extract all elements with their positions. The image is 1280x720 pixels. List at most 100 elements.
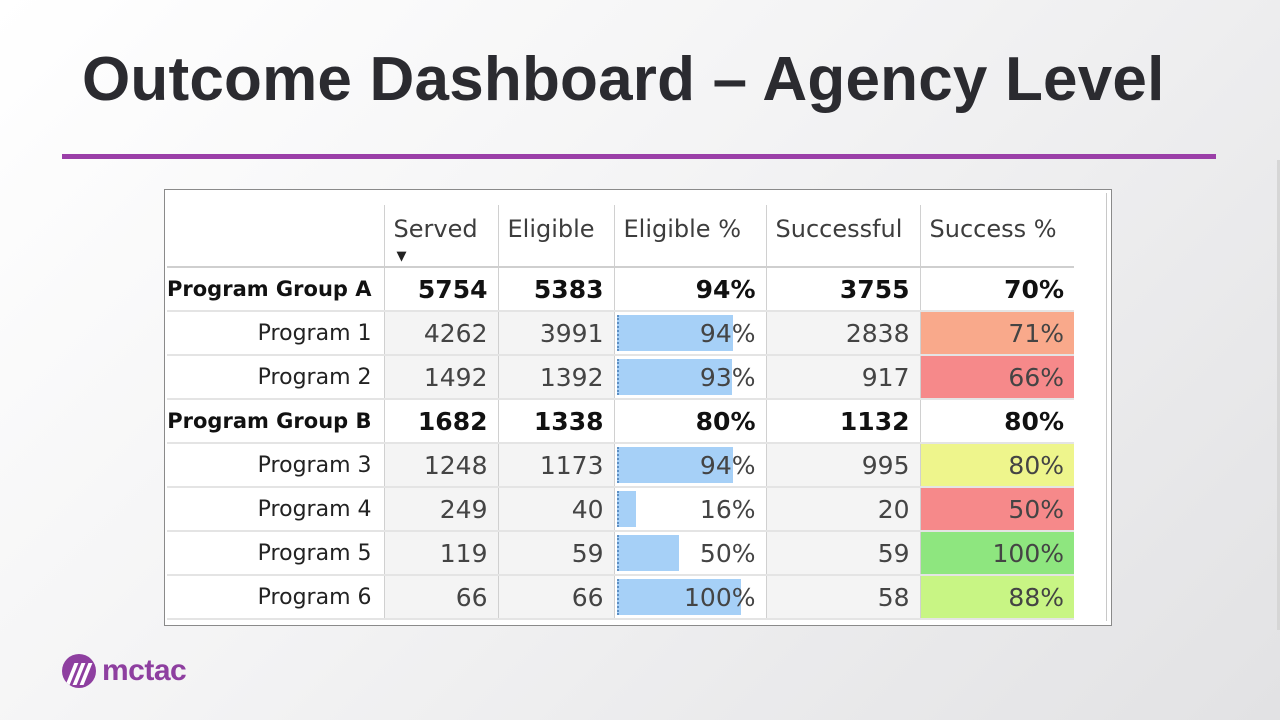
- eligible-pct-cell-value: 94%: [695, 274, 756, 304]
- table-row[interactable]: Program 1 4262 3991 94% 2838 71%: [167, 311, 1074, 356]
- logo-wordmark: mctac: [102, 654, 187, 687]
- column-header-label: Successful: [775, 215, 903, 243]
- eligible-pct-bar: [616, 579, 741, 615]
- served-cell-value: 1248: [423, 450, 488, 480]
- column-header-served[interactable]: Served ▼: [383, 205, 498, 268]
- success-pct-cell: 71%: [919, 311, 1074, 356]
- row-label-value: Program 4: [257, 496, 372, 522]
- served-cell: 119: [383, 531, 498, 576]
- column-header-eligible-pct[interactable]: Eligible %: [613, 205, 766, 268]
- title-divider: [62, 154, 1216, 159]
- eligible-pct-bar: [616, 535, 679, 571]
- table-row[interactable]: Program 3 1248 1173 94% 995 80%: [167, 443, 1074, 488]
- table-group-row[interactable]: Program Group B 1682 1338 80% 1132 80%: [167, 399, 1074, 444]
- column-header-successful[interactable]: Successful: [765, 205, 920, 268]
- row-label-value: Program 5: [257, 540, 372, 566]
- successful-cell-value: 3755: [839, 274, 910, 304]
- served-cell-value: 5754: [417, 274, 488, 304]
- success-pct-cell-value: 100%: [992, 538, 1064, 568]
- dashboard-table-frame: Served ▼ Eligible Eligible % Successful …: [164, 189, 1112, 626]
- row-label-value: Program 3: [257, 452, 372, 478]
- row-label: Program 6: [167, 575, 384, 620]
- served-cell: 66: [383, 575, 498, 620]
- success-pct-cell-value: 80%: [1004, 406, 1064, 436]
- success-pct-cell: 80%: [919, 443, 1074, 488]
- eligible-pct-cell-value: 16%: [699, 494, 756, 524]
- success-pct-cell-value: 66%: [1008, 362, 1064, 392]
- served-cell-value: 1682: [417, 406, 488, 436]
- eligible-cell: 1338: [497, 399, 614, 444]
- eligible-pct-cell: 50%: [613, 531, 766, 576]
- successful-cell: 917: [765, 355, 920, 400]
- served-cell: 1248: [383, 443, 498, 488]
- table-row[interactable]: Program 4 249 40 16% 20 50%: [167, 487, 1074, 532]
- eligible-pct-cell-value: 80%: [695, 406, 756, 436]
- served-cell: 249: [383, 487, 498, 532]
- mctac-logo-icon: [62, 654, 96, 688]
- row-label: Program 4: [167, 487, 384, 532]
- row-label-value: Program Group A: [167, 277, 372, 301]
- row-label-value: Program Group B: [167, 409, 372, 433]
- successful-cell: 995: [765, 443, 920, 488]
- table-row[interactable]: Program 6 66 66 100% 58 88%: [167, 575, 1074, 620]
- eligible-cell: 3991: [497, 311, 614, 356]
- served-cell: 1682: [383, 399, 498, 444]
- success-pct-cell-value: 88%: [1008, 582, 1064, 612]
- success-pct-cell: 66%: [919, 355, 1074, 400]
- column-header-label: Success %: [929, 215, 1057, 243]
- eligible-cell-value: 5383: [533, 274, 604, 304]
- table-scrollbar-track[interactable]: [1106, 193, 1107, 621]
- table-row[interactable]: Program 5 119 59 50% 59 100%: [167, 531, 1074, 576]
- eligible-cell-value: 59: [571, 538, 604, 568]
- successful-cell-value: 20: [877, 494, 910, 524]
- success-pct-cell: 50%: [919, 487, 1074, 532]
- eligible-pct-cell-value: 94%: [699, 318, 756, 348]
- served-cell-value: 66: [455, 582, 488, 612]
- eligible-pct-cell: 93%: [613, 355, 766, 400]
- successful-cell-value: 58: [877, 582, 910, 612]
- successful-cell: 59: [765, 531, 920, 576]
- eligible-pct-bar: [616, 315, 734, 351]
- served-cell: 1492: [383, 355, 498, 400]
- eligible-cell: 1173: [497, 443, 614, 488]
- eligible-pct-bar: [616, 447, 734, 483]
- slide-edge: [1277, 160, 1280, 630]
- eligible-pct-cell-value: 94%: [699, 450, 756, 480]
- served-cell-value: 1492: [423, 362, 488, 392]
- eligible-cell-value: 3991: [539, 318, 604, 348]
- served-cell-value: 249: [439, 494, 488, 524]
- column-header-eligible[interactable]: Eligible: [497, 205, 614, 268]
- eligible-cell-value: 1392: [539, 362, 604, 392]
- row-label-value: Program 1: [257, 320, 372, 346]
- column-header-success-pct[interactable]: Success %: [919, 205, 1074, 268]
- row-label: Program 5: [167, 531, 384, 576]
- success-pct-cell-value: 71%: [1008, 318, 1064, 348]
- eligible-cell-value: 40: [571, 494, 604, 524]
- served-cell: 4262: [383, 311, 498, 356]
- successful-cell: 1132: [765, 399, 920, 444]
- row-label: Program Group B: [167, 399, 384, 444]
- row-label: Program 3: [167, 443, 384, 488]
- table-row[interactable]: Program 2 1492 1392 93% 917 66%: [167, 355, 1074, 400]
- eligible-pct-bar: [616, 491, 637, 527]
- eligible-pct-cell: 80%: [613, 399, 766, 444]
- eligible-pct-cell: 94%: [613, 267, 766, 312]
- success-pct-cell: 70%: [919, 267, 1074, 312]
- successful-cell-value: 995: [861, 450, 910, 480]
- row-label: Program 1: [167, 311, 384, 356]
- row-label-value: Program 2: [257, 364, 372, 390]
- sort-descending-icon: ▼: [396, 249, 407, 264]
- successful-cell: 2838: [765, 311, 920, 356]
- column-header-label: Eligible: [507, 215, 595, 243]
- eligible-cell: 59: [497, 531, 614, 576]
- success-pct-cell: 80%: [919, 399, 1074, 444]
- success-pct-cell-value: 70%: [1004, 274, 1064, 304]
- eligible-pct-bar: [616, 359, 732, 395]
- table-group-row[interactable]: Program Group A 5754 5383 94% 3755 70%: [167, 267, 1074, 312]
- successful-cell-value: 2838: [845, 318, 910, 348]
- eligible-pct-cell: 100%: [613, 575, 766, 620]
- row-label: Program Group A: [167, 267, 384, 312]
- eligible-pct-cell: 16%: [613, 487, 766, 532]
- column-header-label: Eligible %: [623, 215, 742, 243]
- page-title: Outcome Dashboard – Agency Level: [82, 45, 1165, 114]
